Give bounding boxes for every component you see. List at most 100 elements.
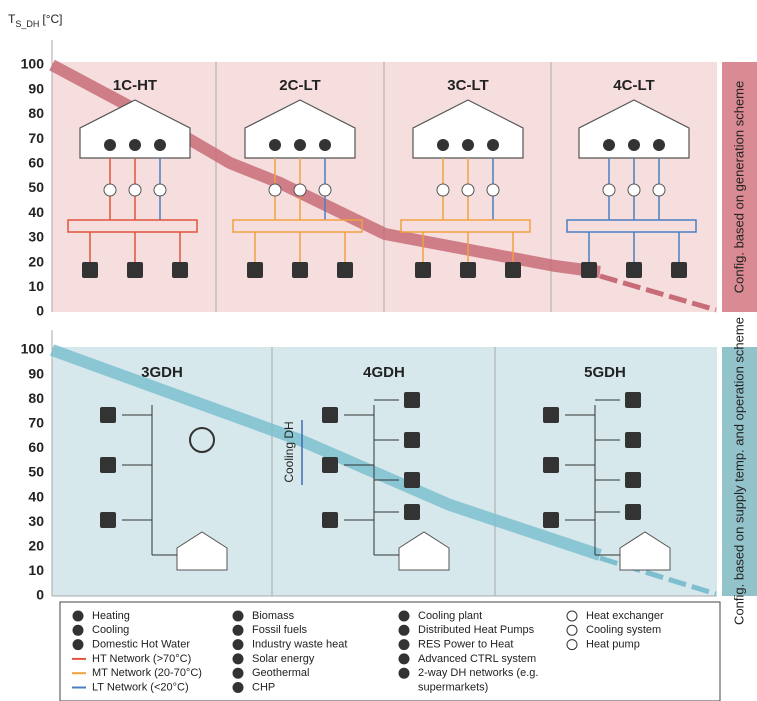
y-tick-label: 50 [28,464,44,480]
device [486,183,500,197]
source-icon [505,262,521,278]
y-tick-label: 30 [28,229,44,245]
device [652,183,666,197]
y-tick-label: 100 [21,56,45,72]
legend-icon [398,610,410,622]
source-icon [337,262,353,278]
source-icon [626,262,642,278]
source-icon [82,262,98,278]
legend-label: Advanced CTRL system [418,653,536,665]
column-title: 4C-LT [613,77,654,94]
column-title: 2C-LT [279,77,320,94]
legend-label: Solar energy [252,653,315,665]
y-tick-label: 70 [28,415,44,431]
y-tick-label: 40 [28,488,44,504]
source-icon [415,262,431,278]
column-title: 3GDH [141,364,183,381]
source-icon [322,457,338,473]
house [619,531,671,571]
content: 1009080706050403020100100908070605040302… [21,56,697,693]
y-tick-label: 90 [28,80,44,96]
source-icon [543,457,559,473]
legend-icon [232,610,244,622]
legend-icon [566,639,578,651]
y-tick-label: 30 [28,513,44,529]
source-icon [100,407,116,423]
source-icon [172,262,188,278]
manifold [232,219,363,233]
source-icon [625,392,641,408]
temp-band-bottom [49,344,602,561]
source-icon [247,262,263,278]
legend-icon [398,624,410,636]
end-use-icon [319,139,331,151]
legend-label: Biomass [252,610,295,622]
end-use-icon [462,139,474,151]
legend-label: Distributed Heat Pumps [418,624,535,636]
house [398,531,450,571]
device [436,183,450,197]
end-use-icon [269,139,281,151]
column-title: 5GDH [584,364,626,381]
legend-icon [232,639,244,651]
legend-icon [72,639,84,651]
legend-label: Industry waste heat [252,639,347,651]
source-icon [404,504,420,520]
house [176,531,228,571]
source-icon [322,407,338,423]
legend-label: Heat pump [586,639,640,651]
top-side-label: Config. based on generation scheme [731,81,746,293]
legend-label: supermarkets) [418,681,488,693]
column-title: 1C-HT [113,77,157,94]
y-tick-label: 50 [28,179,44,195]
axis-label: TS_DH [°C] [8,12,63,29]
legend-icon [232,624,244,636]
y-tick-label: 100 [21,341,45,357]
legend-label: Geothermal [252,667,309,679]
source-icon [100,512,116,528]
legend-label: 2-way DH networks (e.g. [418,667,538,679]
y-tick-label: 20 [28,253,44,269]
source-icon [543,407,559,423]
legend-icon [72,624,84,636]
legend-icon [72,610,84,622]
source-icon [460,262,476,278]
legend-label: Fossil fuels [252,624,308,636]
y-tick-label: 60 [28,439,44,455]
legend-label: Cooling system [586,624,661,636]
device [128,183,142,197]
end-use-icon [603,139,615,151]
legend-label: Heating [92,610,130,622]
device [293,183,307,197]
legend-label: CHP [252,681,275,693]
temp-band-top-dash [599,273,717,313]
legend-icon [398,639,410,651]
end-use-icon [294,139,306,151]
end-use-icon [129,139,141,151]
y-tick-label: 20 [28,538,44,554]
manifold [566,219,697,233]
legend-label: Domestic Hot Water [92,639,190,651]
source-icon [625,472,641,488]
source-icon [625,432,641,448]
source-icon [127,262,143,278]
temp-band-bottom-dash [599,555,717,597]
end-use-icon [104,139,116,151]
legend-icon [232,667,244,679]
source-icon [322,512,338,528]
legend-label: Heat exchanger [586,610,664,622]
source-icon [404,472,420,488]
chp-icon [189,427,215,453]
y-tick-label: 90 [28,365,44,381]
source-icon [625,504,641,520]
y-tick-label: 10 [28,562,44,578]
device [627,183,641,197]
source-icon [404,392,420,408]
device [103,183,117,197]
device [268,183,282,197]
source-icon [100,457,116,473]
end-use-icon [154,139,166,151]
cooling-label: Cooling DH [282,421,296,482]
source-icon [671,262,687,278]
